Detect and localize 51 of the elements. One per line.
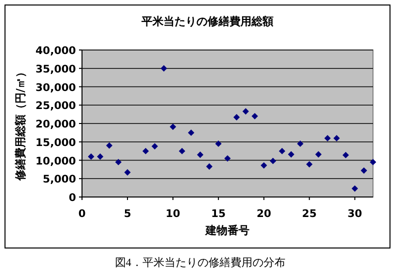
point — [188, 129, 194, 136]
y-tick-label: 15,000 — [35, 136, 76, 149]
point — [160, 65, 168, 72]
point — [333, 135, 340, 142]
y-tick-label: 0 — [68, 192, 76, 204]
y-tick-label: 25,000 — [35, 100, 76, 112]
point — [106, 142, 112, 149]
point — [360, 167, 368, 174]
y-tick-label: 10,000 — [35, 155, 76, 168]
y-tick-label: 35,000 — [35, 63, 76, 76]
point — [215, 140, 222, 147]
x-tick-label: 5 — [124, 208, 132, 220]
y-tick-label: 30,000 — [35, 82, 76, 94]
point — [297, 140, 304, 147]
point — [252, 112, 258, 120]
chart-title: 平米当たりの修繕費用総額 — [140, 15, 274, 28]
point — [342, 152, 349, 158]
x-tick-label: 30 — [348, 208, 362, 220]
point — [315, 151, 322, 158]
point — [88, 153, 94, 160]
point — [115, 158, 122, 166]
point — [242, 108, 249, 115]
y-axis-title: 修繕費用総額（円/㎡） — [14, 66, 27, 182]
point — [352, 185, 358, 192]
point — [370, 158, 376, 166]
x-axis-title: 建物番号 — [204, 224, 250, 237]
caption: 図4．平米当たりの修繕費用の分布 — [114, 256, 286, 269]
point — [152, 143, 158, 150]
point — [96, 153, 104, 160]
point — [324, 135, 331, 142]
point — [306, 161, 313, 168]
point — [224, 155, 231, 162]
x-tick-label: 0 — [78, 208, 86, 220]
point — [270, 158, 276, 164]
point — [260, 162, 268, 169]
point — [178, 148, 186, 154]
point — [206, 163, 213, 170]
point — [233, 114, 240, 120]
point — [124, 169, 131, 176]
point — [170, 124, 176, 130]
y-tick-label: 40,000 — [35, 45, 76, 57]
x-tick-label: 15 — [211, 208, 226, 220]
point — [197, 152, 204, 158]
point — [142, 148, 149, 154]
y-tick-label: 5,000 — [42, 174, 76, 186]
x-tick-label: 25 — [302, 208, 317, 220]
point — [288, 151, 294, 158]
point — [278, 148, 286, 154]
x-tick-label: 20 — [256, 208, 272, 220]
x-tick-label: 10 — [166, 208, 180, 220]
y-tick-label: 20,000 — [35, 118, 76, 130]
